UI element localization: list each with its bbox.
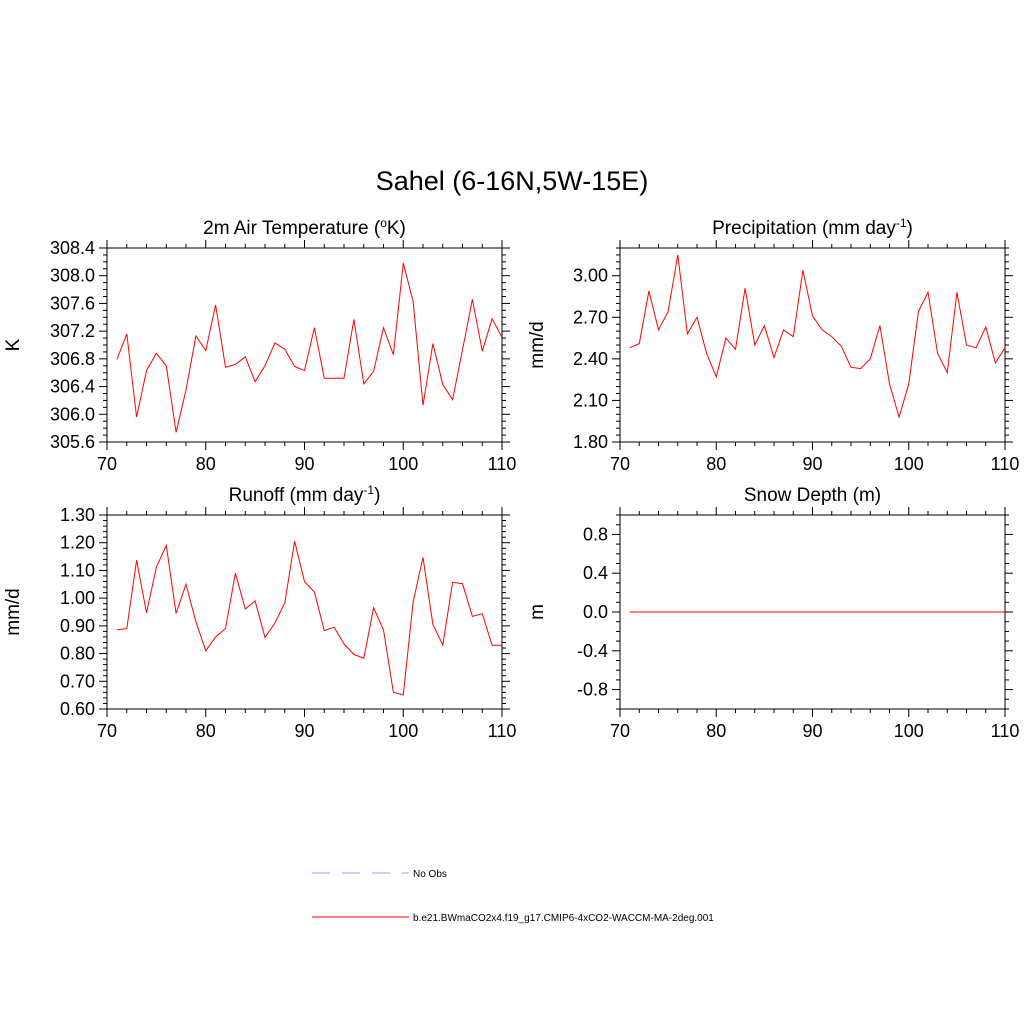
temperature-series-line bbox=[116, 263, 502, 433]
temperature-xtick-label: 80 bbox=[196, 454, 216, 474]
runoff-plot-frame bbox=[106, 514, 503, 710]
temperature-ytick-label: 306.4 bbox=[50, 377, 95, 397]
precipitation-ytick-label: 2.40 bbox=[573, 349, 608, 369]
temperature-plot-frame bbox=[106, 247, 503, 443]
runoff-xtick-label: 100 bbox=[388, 721, 418, 741]
temperature-ytick-label: 307.2 bbox=[50, 321, 95, 341]
precipitation-xtick-label: 90 bbox=[802, 454, 822, 474]
precipitation-ytick-label: 2.70 bbox=[573, 307, 608, 327]
runoff-xtick-label: 90 bbox=[294, 721, 314, 741]
snow-depth-xtick-label: 100 bbox=[894, 721, 924, 741]
runoff-xtick-label: 70 bbox=[97, 721, 117, 741]
temperature-xtick-label: 110 bbox=[488, 454, 517, 474]
runoff-ytick-label: 0.70 bbox=[60, 671, 95, 691]
runoff-ytick-label: 1.10 bbox=[60, 560, 95, 580]
snow-depth-ytick-label: 0.4 bbox=[583, 563, 608, 583]
snow-depth-title: Snow Depth (m) bbox=[744, 485, 881, 506]
temperature-xtick-label: 70 bbox=[97, 454, 117, 474]
precipitation-ytick-label: 3.00 bbox=[573, 266, 608, 286]
snow-depth-xtick-label: 90 bbox=[802, 721, 822, 741]
legend-label-2: b.e21.BWmaCO2x4.f19_g17.CMIP6-4xCO2-WACC… bbox=[413, 913, 714, 924]
precipitation-ytick-label: 1.80 bbox=[573, 432, 608, 452]
snow-depth-ytick-label: -0.8 bbox=[577, 680, 608, 700]
temperature-ytick-label: 306.8 bbox=[50, 349, 95, 369]
runoff-ytick-label: 1.30 bbox=[60, 505, 95, 525]
snow-depth-xtick-label: 80 bbox=[706, 721, 726, 741]
precipitation-xtick-label: 80 bbox=[706, 454, 726, 474]
temperature-title: 2m Air Temperature (oK) bbox=[203, 216, 406, 239]
temperature-ytick-label: 305.6 bbox=[50, 432, 95, 452]
runoff-ytick-label: 0.80 bbox=[60, 644, 95, 664]
temperature-ytick-label: 308.0 bbox=[50, 266, 95, 286]
runoff-xtick-label: 80 bbox=[196, 721, 216, 741]
panel-runoff: Runoff (mm day-1) mm/d 70 80 90 100 110 0.60 0.7… bbox=[3, 483, 516, 741]
panel-snow-depth: Snow Depth (m) m 70 80 90 100 110 -0.8 -0.4 0.0 0.… bbox=[527, 485, 1019, 741]
runoff-title: Runoff (mm day-1) bbox=[229, 483, 381, 506]
runoff-ytick-label: 1.20 bbox=[60, 533, 95, 553]
panel-precipitation: Precipitation (mm day-1) mm/d 70 80 90 100 110… bbox=[527, 216, 1019, 474]
temperature-ylabel: K bbox=[3, 338, 24, 351]
snow-depth-ytick-label: 0.8 bbox=[583, 524, 608, 544]
temperature-ytick-label: 308.4 bbox=[50, 238, 95, 258]
runoff-series-line bbox=[116, 541, 502, 696]
runoff-ytick-label: 1.00 bbox=[60, 588, 95, 608]
legend-label-1: No Obs bbox=[413, 869, 447, 880]
runoff-ylabel: mm/d bbox=[3, 588, 24, 636]
runoff-xtick-label: 110 bbox=[488, 721, 517, 741]
precipitation-title: Precipitation (mm day-1) bbox=[712, 216, 913, 239]
temperature-xtick-label: 90 bbox=[294, 454, 314, 474]
precipitation-series-line bbox=[629, 254, 1005, 419]
snow-depth-ytick-label: 0.0 bbox=[583, 602, 608, 622]
panel-2m-air-temperature: 2m Air Temperature (oK) K 70 80 90 100 110 305.… bbox=[3, 216, 516, 474]
temperature-ytick-label: 307.6 bbox=[50, 293, 95, 313]
snow-depth-ytick-label: -0.4 bbox=[577, 641, 608, 661]
snow-depth-xtick-label: 110 bbox=[991, 721, 1020, 741]
snow-depth-ylabel: m bbox=[527, 604, 548, 620]
legend: No Obs b.e21.BWmaCO2x4.f19_g17.CMIP6-4xCO… bbox=[312, 869, 714, 924]
main-title: Sahel (6-16N,5W-15E) bbox=[375, 166, 649, 196]
precipitation-ylabel: mm/d bbox=[527, 321, 548, 369]
precipitation-xtick-label: 110 bbox=[991, 454, 1020, 474]
precipitation-plot-frame bbox=[619, 247, 1006, 443]
precipitation-xtick-label: 100 bbox=[894, 454, 924, 474]
runoff-ytick-label: 0.90 bbox=[60, 616, 95, 636]
temperature-ytick-label: 306.0 bbox=[50, 404, 95, 424]
temperature-xtick-label: 100 bbox=[388, 454, 418, 474]
snow-depth-xtick-label: 70 bbox=[610, 721, 630, 741]
runoff-ytick-label: 0.60 bbox=[60, 699, 95, 719]
precipitation-xtick-label: 70 bbox=[610, 454, 630, 474]
precipitation-ytick-label: 2.10 bbox=[573, 390, 608, 410]
